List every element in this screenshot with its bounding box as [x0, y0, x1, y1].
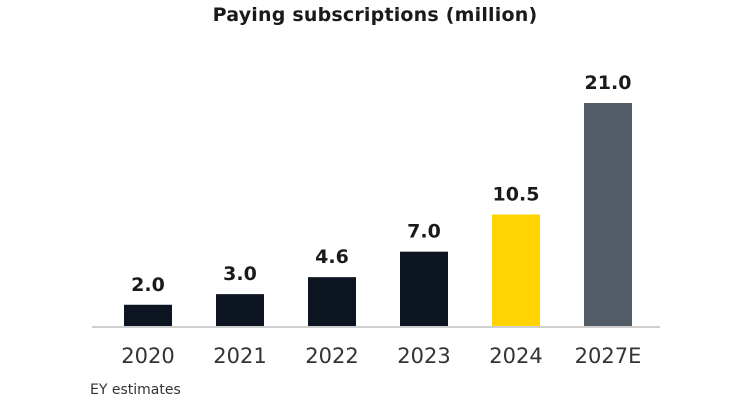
value-label-2023: 7.0	[407, 221, 441, 243]
bar-2027e	[584, 103, 632, 326]
value-label-2022: 4.6	[315, 246, 349, 268]
bar-2023	[400, 251, 448, 326]
x-tick-label-2024: 2024	[489, 344, 542, 368]
value-label-2021: 3.0	[223, 263, 257, 285]
source-note: EY estimates	[90, 382, 181, 398]
value-label-2020: 2.0	[131, 274, 165, 296]
x-tick-label-2021: 2021	[213, 344, 266, 368]
value-label-2024: 10.5	[493, 184, 540, 206]
bar-2020	[124, 304, 172, 326]
x-tick-label-2023: 2023	[397, 344, 450, 368]
value-label-2027e: 21.0	[585, 72, 632, 94]
chart-title: Paying subscriptions (million)	[212, 4, 538, 26]
x-tick-label-2020: 2020	[121, 344, 174, 368]
bar-2024	[492, 214, 540, 326]
bar-2022	[308, 277, 356, 326]
x-tick-label-2027e: 2027E	[575, 344, 642, 368]
x-tick-label-2022: 2022	[305, 344, 358, 368]
bar-2021	[216, 294, 264, 326]
